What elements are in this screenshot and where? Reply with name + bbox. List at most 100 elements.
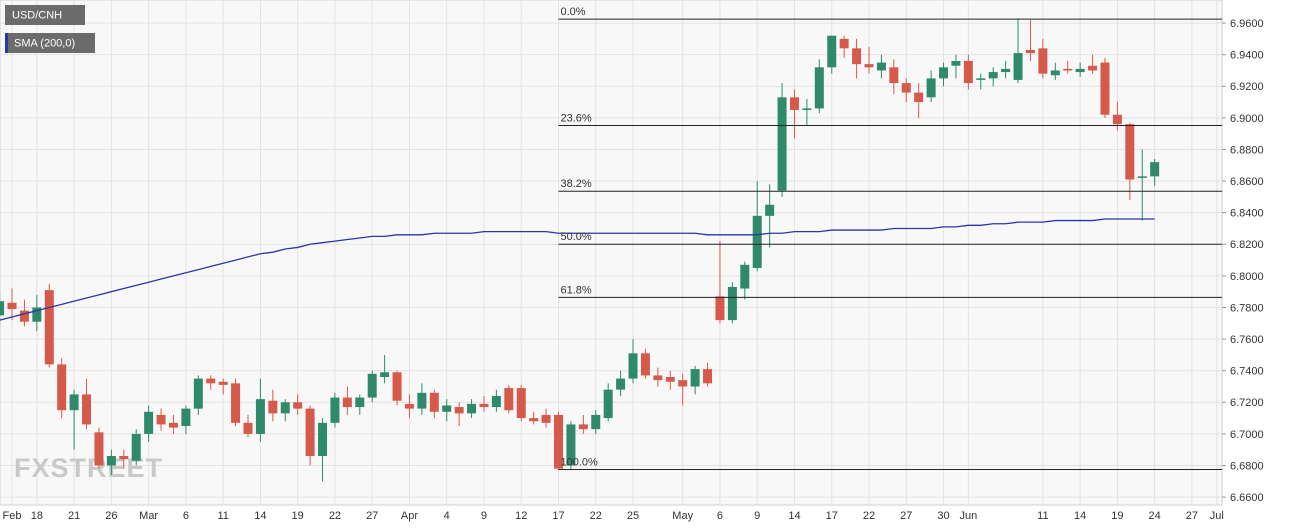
- legend-swatch: [5, 33, 8, 53]
- x-tick-label: 6: [717, 510, 723, 522]
- candle-body: [752, 215, 762, 268]
- legend-label: SMA (200,0): [14, 37, 75, 49]
- candle-body: [69, 394, 79, 411]
- candle-body: [318, 422, 328, 457]
- y-tick-label: 6.8000: [1230, 271, 1264, 283]
- candle-body: [504, 388, 514, 411]
- x-tick-label: Mar: [139, 510, 158, 522]
- candle-body: [206, 378, 216, 384]
- candle-body: [367, 373, 377, 398]
- x-tick-label: Jun: [959, 510, 977, 522]
- candle-body: [1088, 65, 1098, 71]
- x-tick-label: 18: [31, 510, 43, 522]
- candle-body: [19, 310, 29, 322]
- x-tick-label: 17: [552, 510, 564, 522]
- y-tick-label: 6.8800: [1230, 144, 1264, 156]
- x-tick-label: Jul: [1210, 510, 1224, 522]
- x-tick-label: 21: [68, 510, 80, 522]
- candle-body: [566, 424, 576, 466]
- candle-body: [703, 369, 713, 384]
- y-tick-label: 6.8600: [1230, 176, 1264, 188]
- y-tick-label: 6.7800: [1230, 302, 1264, 314]
- candle-body: [1001, 68, 1011, 73]
- legend-label: USD/CNH: [12, 9, 62, 21]
- x-tick-label: 14: [254, 510, 266, 522]
- candle-body: [1137, 176, 1147, 178]
- candle-body: [355, 397, 365, 408]
- candle-body: [789, 97, 799, 110]
- candle-body: [404, 403, 414, 409]
- candle-body: [541, 414, 551, 423]
- candle-body: [727, 286, 737, 321]
- candle-body: [44, 290, 54, 365]
- candle-body: [690, 369, 700, 387]
- y-tick-label: 6.8200: [1230, 239, 1264, 251]
- y-tick-label: 6.6600: [1230, 492, 1264, 504]
- candle-body: [243, 422, 253, 434]
- x-tick-label: 27: [900, 510, 912, 522]
- candle-body: [827, 35, 837, 68]
- candle-body: [939, 67, 949, 79]
- candle-body: [976, 78, 986, 80]
- candle-body: [864, 64, 874, 68]
- x-tick-label: 4: [444, 510, 450, 522]
- candle-body: [106, 456, 116, 466]
- candle-body: [777, 97, 787, 191]
- x-tick-label: 22: [863, 510, 875, 522]
- marks: 0.0% 23.6% 38.2% 50.0% 61.8% 100.0%: [0, 6, 1222, 482]
- candle-body: [963, 60, 973, 84]
- candle-body: [628, 353, 638, 379]
- candle-body: [665, 377, 675, 382]
- sma-line: [0, 218, 1155, 321]
- candle-body: [442, 405, 452, 412]
- x-tick-label: 6: [183, 510, 189, 522]
- x-tick-label: 26: [105, 510, 117, 522]
- candle-body: [554, 414, 563, 469]
- candle-body: [889, 67, 899, 84]
- candle-body: [951, 60, 961, 66]
- candle-body: [988, 72, 998, 79]
- candle-body: [293, 402, 303, 409]
- candle-body: [516, 388, 526, 419]
- candle-body: [1063, 68, 1073, 71]
- candle-body: [119, 456, 129, 460]
- y-tick-label: 6.9400: [1230, 50, 1264, 62]
- x-tick-label: 12: [515, 510, 527, 522]
- x-tick-label: 19: [1111, 510, 1123, 522]
- candle-body: [0, 301, 5, 316]
- candle-body: [876, 62, 886, 71]
- candle-body: [94, 432, 104, 466]
- x-tick-label: 22: [590, 510, 602, 522]
- x-tick-label: 14: [788, 510, 800, 522]
- candle-body: [131, 433, 141, 461]
- candle-body: [1150, 162, 1160, 177]
- candle-body: [330, 397, 340, 423]
- candle-body: [280, 402, 290, 414]
- grid: [0, 0, 1222, 505]
- x-tick-label: 11: [217, 510, 228, 522]
- candle-body: [715, 296, 725, 321]
- candle-body: [1025, 49, 1035, 54]
- x-tick-label: 11: [1037, 510, 1048, 522]
- legend-box: [5, 5, 85, 25]
- candle-body: [218, 381, 228, 385]
- candle-body: [417, 392, 427, 409]
- candle-body: [1013, 53, 1023, 80]
- candle-body: [82, 394, 92, 425]
- fib-label: 61.8%: [561, 284, 592, 296]
- candle-body: [603, 389, 613, 419]
- candle-body: [479, 403, 489, 408]
- x-tick-label: 30: [937, 510, 949, 522]
- candle-body: [926, 78, 936, 98]
- fib-label: 0.0%: [561, 6, 586, 18]
- y-tick-label: 6.8400: [1230, 208, 1264, 220]
- candle-body: [578, 424, 588, 430]
- y-tick-label: 6.7400: [1230, 366, 1264, 378]
- candle-body: [1100, 62, 1110, 115]
- candle-body: [7, 302, 17, 310]
- x-tick-label: 24: [1149, 510, 1161, 522]
- candle-body: [231, 383, 241, 423]
- y-tick-label: 6.7200: [1230, 397, 1264, 409]
- candle-body: [1050, 70, 1060, 76]
